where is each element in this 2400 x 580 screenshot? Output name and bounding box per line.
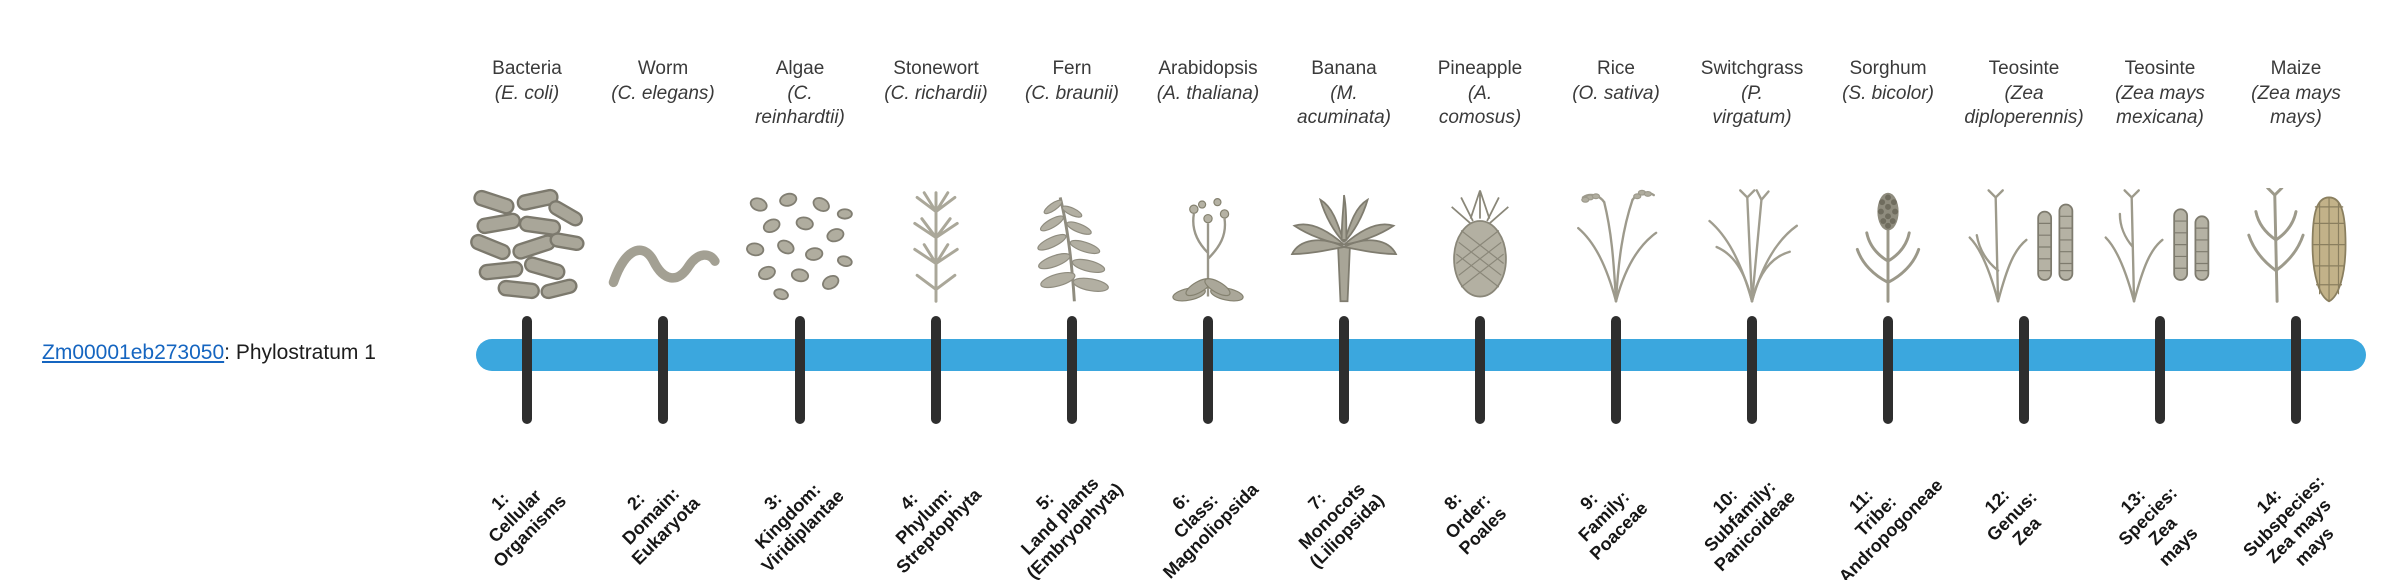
species-column-pineapple: Pineapple (A. comosus): [1380, 56, 1580, 306]
timeline-tick-8: [1475, 316, 1485, 424]
phylostratum-bar: [476, 339, 2366, 371]
species-name: Rice: [1596, 58, 1635, 79]
bacteria-icon: [468, 188, 586, 306]
species-sci-name: (C. reinhardtii): [755, 82, 845, 129]
timeline-tick-5: [1067, 316, 1077, 424]
species-name: Arabidopsis: [1158, 58, 1258, 79]
species-name: Banana: [1311, 58, 1377, 79]
species-column-teosinte-diploperennis: Teosinte (Zea diploperennis): [1924, 56, 2124, 306]
species-name: Maize: [2270, 58, 2322, 79]
species-sci-name: (O. sativa): [1572, 82, 1660, 104]
timeline-tick-9: [1611, 316, 1621, 424]
timeline-tick-12: [2019, 316, 2029, 424]
stonewort-icon: [877, 188, 995, 306]
species-column-worm: Worm (C. elegans): [563, 56, 763, 306]
species-sci-name: (A. thaliana): [1156, 82, 1260, 104]
species-name: Teosinte: [1988, 58, 2060, 79]
species-sci-name: (Zea mays mexicana): [2115, 82, 2205, 129]
species-sci-name: (C. elegans): [611, 82, 715, 104]
species-sci-name: (Zea diploperennis): [1964, 82, 2084, 129]
timeline-tick-13: [2155, 316, 2165, 424]
sorghum-icon: [1829, 188, 1947, 306]
species-name: Pineapple: [1437, 58, 1523, 79]
species-sci-name: (C. braunii): [1025, 82, 1119, 104]
species-sci-name: (M. acuminata): [1297, 82, 1391, 129]
species-column-bacteria: Bacteria (E. coli): [427, 56, 627, 306]
species-column-stonewort: Stonewort (C. richardii): [836, 56, 1036, 306]
banana-icon: [1285, 188, 1403, 306]
species-column-switchgrass: Switchgrass (P. virgatum): [1652, 56, 1852, 306]
species-sci-name: (C. richardii): [884, 82, 988, 104]
species-name: Sorghum: [1849, 58, 1927, 79]
species-name: Fern: [1052, 58, 1092, 79]
timeline-tick-4: [931, 316, 941, 424]
species-sci-name: (E. coli): [494, 82, 560, 104]
worm-icon: [604, 188, 722, 306]
teosinte-mexicana-icon: [2101, 188, 2219, 306]
pineapple-icon: [1421, 188, 1539, 306]
species-name: Stonewort: [893, 58, 979, 79]
fern-icon: [1013, 188, 1131, 306]
phylostratum-assignment-text: : Phylostratum 1: [224, 341, 376, 364]
species-column-rice: Rice (O. sativa): [1516, 56, 1716, 306]
timeline-tick-2: [658, 316, 668, 424]
timeline-tick-6: [1203, 316, 1213, 424]
maize-icon: [2237, 188, 2355, 306]
species-name: Switchgrass: [1700, 58, 1804, 79]
rice-icon: [1557, 188, 1675, 306]
species-name: Worm: [637, 58, 689, 79]
species-column-fern: Fern (C. braunii): [972, 56, 1172, 306]
timeline-tick-7: [1339, 316, 1349, 424]
timeline-tick-11: [1883, 316, 1893, 424]
teosinte-diploperennis-icon: [1965, 188, 2083, 306]
arabidopsis-icon: [1149, 188, 1267, 306]
species-sci-name: (A. comosus): [1438, 82, 1522, 129]
species-name: Bacteria: [492, 58, 562, 79]
species-sci-name: (Zea mays mays): [2251, 82, 2341, 129]
timeline-tick-1: [522, 316, 532, 424]
switchgrass-icon: [1693, 188, 1811, 306]
species-name: Teosinte: [2124, 58, 2196, 79]
species-name: Algae: [775, 58, 825, 79]
gene-link[interactable]: Zm00001eb273050: [42, 341, 225, 364]
species-sci-name: (P. virgatum): [1712, 82, 1792, 129]
timeline-tick-14: [2291, 316, 2301, 424]
species-column-maize: Maize (Zea mays mays): [2196, 56, 2396, 306]
species-column-banana: Banana (M. acuminata): [1244, 56, 1444, 306]
algae-icon: [741, 188, 859, 306]
species-column-algae: Algae (C. reinhardtii): [700, 56, 900, 306]
timeline-tick-10: [1747, 316, 1757, 424]
timeline-tick-3: [795, 316, 805, 424]
gene-label-row: Zm00001eb273050: Phylostratum 1: [42, 341, 376, 365]
species-sci-name: (S. bicolor): [1842, 82, 1934, 104]
species-column-arabidopsis: Arabidopsis (A. thaliana): [1108, 56, 1308, 306]
species-column-teosinte-mexicana: Teosinte (Zea mays mexicana): [2060, 56, 2260, 306]
species-column-sorghum: Sorghum (S. bicolor): [1788, 56, 1988, 306]
